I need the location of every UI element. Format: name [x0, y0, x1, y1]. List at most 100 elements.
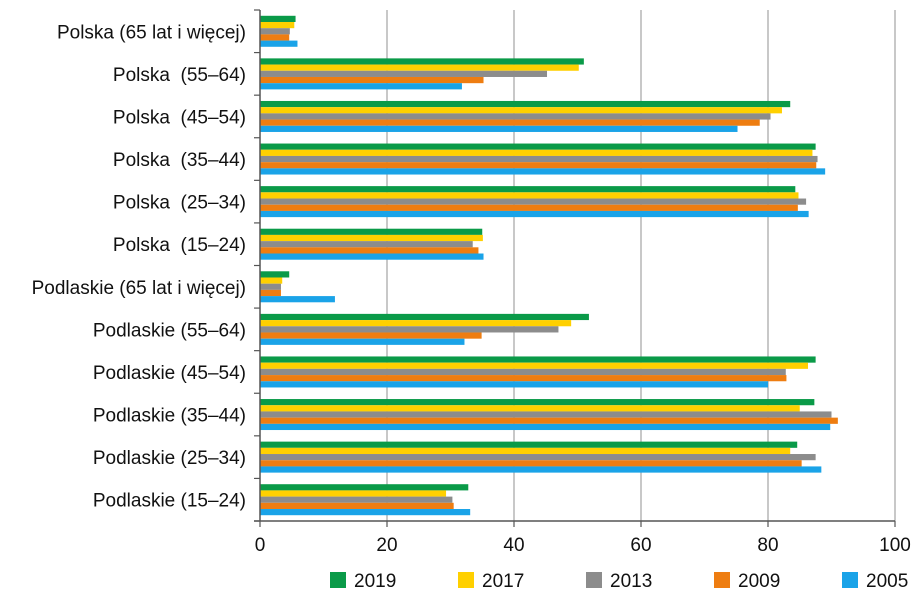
- bar-2013: [260, 283, 281, 290]
- bar-2005: [260, 509, 471, 516]
- bar-2013: [260, 198, 807, 205]
- bar-2019: [260, 15, 296, 22]
- bar-2017: [260, 405, 800, 412]
- bar-2017: [260, 21, 295, 29]
- bar-2005: [260, 40, 298, 47]
- bar-2017: [260, 447, 791, 455]
- bar-2009: [260, 332, 482, 339]
- category-label: Podlaskie (65 lat i więcej): [32, 278, 246, 299]
- bar-2013: [260, 326, 559, 333]
- category-label: Podlaskie (55–64): [93, 320, 246, 341]
- legend-label: 2017: [482, 571, 524, 592]
- bar-2009: [260, 460, 802, 467]
- bar-2005: [260, 83, 462, 90]
- bar-2005: [260, 423, 831, 431]
- bar-2009: [260, 502, 454, 510]
- legend-item-2019: 2019: [330, 571, 396, 592]
- category-label: Podlaskie (45–54): [93, 363, 246, 384]
- x-tick-label: 60: [630, 535, 651, 556]
- legend-label: 2019: [354, 571, 396, 592]
- bar-2019: [260, 58, 584, 65]
- bar-2019: [260, 271, 290, 278]
- category-label: Polska (55–64): [113, 65, 246, 86]
- bar-2017: [260, 64, 579, 71]
- legend-item-2005: 2005: [842, 571, 908, 592]
- bar-2017: [260, 149, 813, 156]
- legend-label: 2009: [738, 571, 780, 592]
- category-label: Podlaskie (25–34): [93, 448, 246, 469]
- category-labels: Polska (65 lat i więcej) Polska (55–64) Po…: [32, 22, 246, 511]
- bar-2013: [260, 368, 786, 376]
- legend-item-2013: 2013: [586, 571, 652, 592]
- legend-swatch: [458, 572, 474, 588]
- bar-2005: [260, 466, 822, 473]
- bar-2005: [260, 381, 768, 388]
- legend-swatch: [586, 572, 602, 588]
- category-label: Podlaskie (15–24): [93, 491, 246, 512]
- bar-2013: [260, 411, 832, 418]
- bar-2019: [260, 356, 816, 363]
- bar-2017: [260, 490, 447, 497]
- bar-2019: [260, 228, 483, 235]
- grid-lines: [386, 10, 896, 521]
- bar-2009: [260, 119, 760, 126]
- bar-2013: [260, 28, 290, 35]
- category-label: Polska (25–34): [113, 193, 246, 214]
- axes: [254, 9, 896, 527]
- bar-2017: [260, 107, 782, 114]
- bar-2019: [260, 484, 469, 491]
- bar-2009: [260, 204, 798, 211]
- bar-2009: [260, 417, 838, 424]
- x-tick-label: 0: [255, 535, 266, 556]
- legend-label: 2013: [610, 571, 652, 592]
- bar-2005: [260, 168, 826, 175]
- category-label: Polska (65 lat i więcej): [57, 22, 246, 43]
- category-label: Polska (35–44): [113, 150, 246, 171]
- bar-2017: [260, 234, 483, 242]
- bar-2013: [260, 155, 818, 163]
- x-tick-label: 100: [879, 535, 911, 556]
- bar-2017: [260, 320, 572, 327]
- bar-2017: [260, 277, 283, 284]
- bar-2009: [260, 289, 281, 297]
- bar-2005: [260, 210, 809, 218]
- bar-2013: [260, 496, 453, 503]
- bar-2013: [260, 113, 771, 120]
- bar-2009: [260, 162, 817, 169]
- legend-item-2009: 2009: [714, 571, 780, 592]
- x-tick-labels: 0 20 40 60 80 100: [255, 535, 911, 556]
- x-tick-label: 80: [757, 535, 778, 556]
- bar-2009: [260, 76, 484, 84]
- bar-2009: [260, 375, 787, 382]
- bar-2013: [260, 70, 548, 77]
- bar-2009: [260, 34, 290, 41]
- legend-label: 2005: [866, 571, 908, 592]
- category-label: Podlaskie (35–44): [93, 406, 246, 427]
- bar-2019: [260, 100, 791, 108]
- legend-item-2017: 2017: [458, 571, 524, 592]
- x-tick-label: 20: [376, 535, 397, 556]
- bar-2013: [260, 241, 473, 248]
- bar-2019: [260, 313, 589, 321]
- bar-2017: [260, 362, 809, 369]
- legend: 2019 2017 2013 2009 2005: [330, 571, 908, 592]
- bar-2019: [260, 143, 816, 150]
- bar-2019: [260, 186, 796, 193]
- legend-swatch: [842, 572, 858, 588]
- bar-2005: [260, 296, 335, 303]
- category-label: Polska (15–24): [113, 235, 246, 256]
- legend-swatch: [330, 572, 346, 588]
- legend-swatch: [714, 572, 730, 588]
- bar-2009: [260, 247, 479, 254]
- bar-2013: [260, 454, 816, 461]
- bar-2005: [260, 125, 738, 132]
- bars: [260, 15, 838, 516]
- x-tick-label: 40: [503, 535, 524, 556]
- bar-2005: [260, 338, 465, 345]
- bar-2017: [260, 192, 799, 199]
- bar-2019: [260, 399, 815, 406]
- bar-2019: [260, 441, 798, 448]
- bar-2005: [260, 253, 484, 260]
